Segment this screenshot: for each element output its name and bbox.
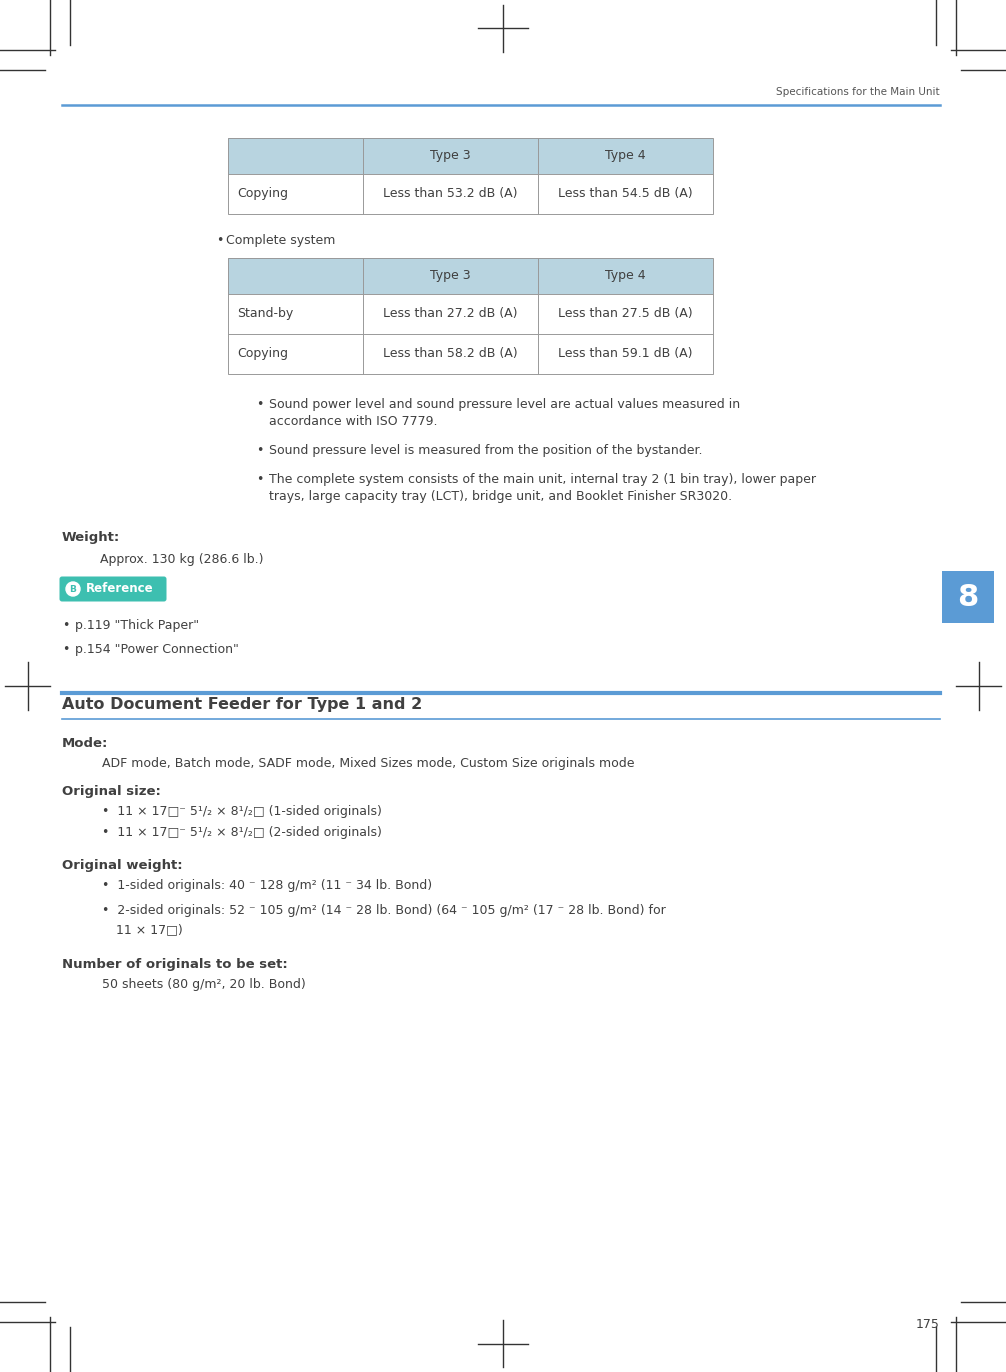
- Text: 11 × 17□): 11 × 17□): [116, 923, 183, 936]
- Text: trays, large capacity tray (LCT), bridge unit, and Booklet Finisher SR3020.: trays, large capacity tray (LCT), bridge…: [269, 490, 732, 504]
- Text: Less than 54.5 dB (A): Less than 54.5 dB (A): [558, 188, 693, 200]
- Text: p.119 "Thick Paper": p.119 "Thick Paper": [75, 619, 199, 632]
- Text: •: •: [62, 643, 69, 656]
- Text: Complete system: Complete system: [226, 235, 335, 247]
- Circle shape: [66, 582, 80, 595]
- Text: Stand-by: Stand-by: [237, 307, 294, 321]
- Text: •  11 × 17□⁻ 5¹/₂ × 8¹/₂□ (1-sided originals): • 11 × 17□⁻ 5¹/₂ × 8¹/₂□ (1-sided origin…: [102, 805, 382, 818]
- Text: •: •: [256, 473, 264, 486]
- Text: The complete system consists of the main unit, internal tray 2 (1 bin tray), low: The complete system consists of the main…: [269, 473, 816, 486]
- Text: Approx. 130 kg (286.6 lb.): Approx. 130 kg (286.6 lb.): [100, 553, 264, 567]
- Text: Type 4: Type 4: [606, 150, 646, 162]
- Text: Original size:: Original size:: [62, 785, 161, 799]
- Text: Auto Document Feeder for Type 1 and 2: Auto Document Feeder for Type 1 and 2: [62, 697, 423, 712]
- Bar: [228, 139, 713, 174]
- Text: 8: 8: [958, 583, 979, 612]
- Text: Sound power level and sound pressure level are actual values measured in: Sound power level and sound pressure lev…: [269, 398, 740, 412]
- Text: Less than 58.2 dB (A): Less than 58.2 dB (A): [383, 347, 518, 361]
- Text: p.154 "Power Connection": p.154 "Power Connection": [75, 643, 238, 656]
- Text: Less than 27.2 dB (A): Less than 27.2 dB (A): [383, 307, 518, 321]
- Text: Weight:: Weight:: [62, 531, 121, 545]
- Text: Type 3: Type 3: [431, 150, 471, 162]
- Text: •  2-sided originals: 52 ⁻ 105 g/m² (14 ⁻ 28 lb. Bond) (64 ⁻ 105 g/m² (17 ⁻ 28 l: • 2-sided originals: 52 ⁻ 105 g/m² (14 ⁻…: [102, 904, 666, 916]
- Text: ADF mode, Batch mode, SADF mode, Mixed Sizes mode, Custom Size originals mode: ADF mode, Batch mode, SADF mode, Mixed S…: [102, 757, 635, 770]
- FancyBboxPatch shape: [59, 576, 167, 601]
- Text: •: •: [216, 235, 223, 247]
- Text: Original weight:: Original weight:: [62, 859, 183, 873]
- Bar: [228, 258, 713, 294]
- Bar: [228, 258, 713, 375]
- Text: Less than 59.1 dB (A): Less than 59.1 dB (A): [558, 347, 693, 361]
- Text: Reference: Reference: [87, 583, 154, 595]
- Text: Less than 53.2 dB (A): Less than 53.2 dB (A): [383, 188, 518, 200]
- Text: 175: 175: [916, 1318, 940, 1331]
- Bar: [228, 174, 713, 214]
- Text: •  1-sided originals: 40 ⁻ 128 g/m² (11 ⁻ 34 lb. Bond): • 1-sided originals: 40 ⁻ 128 g/m² (11 ⁻…: [102, 879, 433, 892]
- Text: •: •: [256, 398, 264, 412]
- Text: •: •: [256, 445, 264, 457]
- Text: Specifications for the Main Unit: Specifications for the Main Unit: [777, 86, 940, 97]
- Text: •  11 × 17□⁻ 5¹/₂ × 8¹/₂□ (2-sided originals): • 11 × 17□⁻ 5¹/₂ × 8¹/₂□ (2-sided origin…: [102, 826, 382, 840]
- Text: B: B: [69, 584, 76, 594]
- Text: Sound pressure level is measured from the position of the bystander.: Sound pressure level is measured from th…: [269, 445, 702, 457]
- Text: Type 3: Type 3: [431, 269, 471, 283]
- Text: Number of originals to be set:: Number of originals to be set:: [62, 958, 288, 971]
- Bar: [228, 139, 713, 214]
- Text: Copying: Copying: [237, 188, 288, 200]
- Bar: [228, 333, 713, 375]
- Text: Mode:: Mode:: [62, 737, 109, 750]
- Text: Copying: Copying: [237, 347, 288, 361]
- Text: Less than 27.5 dB (A): Less than 27.5 dB (A): [558, 307, 693, 321]
- Text: Type 4: Type 4: [606, 269, 646, 283]
- Text: •: •: [62, 619, 69, 632]
- Text: 50 sheets (80 g/m², 20 lb. Bond): 50 sheets (80 g/m², 20 lb. Bond): [102, 978, 306, 991]
- Bar: [942, 571, 994, 623]
- Text: accordance with ISO 7779.: accordance with ISO 7779.: [269, 414, 438, 428]
- Bar: [228, 294, 713, 333]
